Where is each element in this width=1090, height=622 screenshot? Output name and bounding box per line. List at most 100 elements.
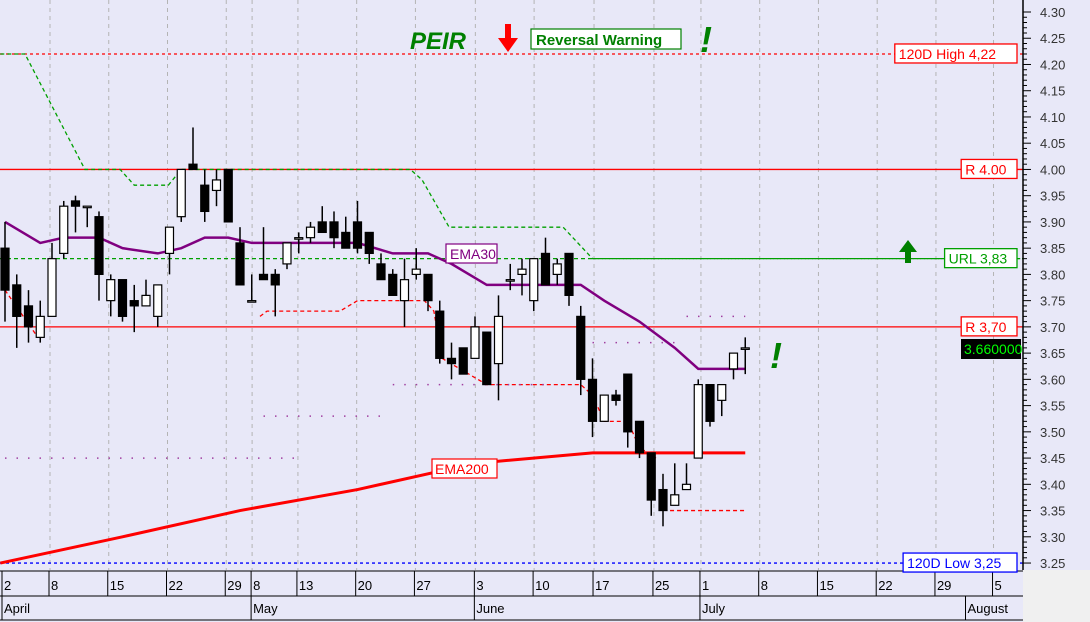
- candle-body-down: [587, 378, 598, 422]
- ema30-label: EMA30: [450, 246, 496, 262]
- candle: [305, 221, 316, 243]
- candle-body-up: [59, 205, 69, 255]
- candle-body-down: [623, 373, 633, 433]
- candle: [482, 331, 492, 386]
- level-label-box: [960, 158, 1018, 180]
- candle: [470, 316, 480, 359]
- candle-body-up: [728, 352, 739, 370]
- candle-body-down: [576, 315, 586, 380]
- candle-body-up: [717, 384, 727, 401]
- candle: [129, 284, 139, 333]
- level-label: 120D High 4,22: [899, 46, 997, 62]
- level-label: R 4.00: [965, 161, 1006, 177]
- candle-body-up: [294, 237, 304, 240]
- price-tick-label: 4.10: [1040, 110, 1065, 125]
- candle-body-up: [599, 394, 609, 422]
- candle-body-down: [270, 273, 280, 286]
- candle-body-down: [258, 273, 269, 281]
- candle-body-down: [423, 273, 433, 302]
- indicator-lines: [0, 53, 1023, 565]
- date-tick-label: 10: [535, 578, 549, 593]
- candle: [200, 169, 210, 222]
- candle: [341, 216, 351, 249]
- candle: [117, 279, 128, 322]
- price-tick-label: 3.55: [1040, 399, 1065, 414]
- candle-body-down: [223, 168, 233, 223]
- candle-body-up: [505, 279, 515, 282]
- candle-body-down: [705, 384, 715, 422]
- candle: [59, 200, 69, 259]
- candle: [47, 242, 57, 317]
- candle-body-up: [106, 279, 116, 302]
- candle: [164, 226, 175, 275]
- candle: [352, 200, 363, 254]
- candle-body-down: [352, 221, 363, 249]
- candle: [82, 205, 92, 228]
- candle-body-down: [388, 273, 398, 296]
- candle-body-down: [435, 310, 445, 359]
- trailing-stop-line: [0, 53, 1021, 260]
- month-tick-label: July: [702, 601, 726, 616]
- candle-body-up: [517, 268, 527, 276]
- candle: [294, 232, 304, 254]
- candle: [317, 206, 327, 234]
- exclamation-icon: !: [770, 335, 782, 376]
- date-tick-label: 15: [819, 578, 833, 593]
- candle: [505, 263, 515, 291]
- candle: [740, 337, 750, 375]
- candle: [106, 274, 116, 317]
- ema30-label-box: [445, 243, 498, 264]
- date-tick-label: 29: [937, 578, 951, 593]
- candle-body-down: [458, 347, 468, 375]
- candle: [141, 279, 151, 307]
- ema200-line: [0, 451, 746, 565]
- level-labels: 120D High 4,22 R 4.00 URL 3,83 R 3,70 120D L…: [894, 43, 1018, 573]
- candle: [517, 258, 527, 296]
- candle: [0, 221, 10, 322]
- candle: [529, 258, 539, 312]
- up-arrow-icon: [899, 240, 917, 263]
- candle: [423, 273, 433, 312]
- ema200-label: EMA200: [435, 461, 489, 477]
- date-tick-label: 20: [358, 578, 372, 593]
- date-tick-label: 22: [169, 578, 183, 593]
- level-label: URL 3,83: [949, 251, 1008, 267]
- candle-body-up: [164, 226, 175, 255]
- candle: [270, 269, 280, 317]
- candle: [611, 389, 621, 406]
- candle-body-up: [35, 315, 45, 338]
- date-tick-label: 8: [253, 578, 260, 593]
- candle: [658, 473, 668, 527]
- candle-body-up: [47, 258, 57, 317]
- level-label: R 3,70: [965, 319, 1006, 335]
- date-tick-label: 8: [51, 578, 58, 593]
- date-tick-label: 2: [4, 578, 11, 593]
- candle: [458, 347, 468, 375]
- ema30-line: [4, 220, 746, 371]
- candle: [435, 300, 445, 364]
- reversal-down-arrow-icon: [498, 24, 518, 52]
- price-tick-label: 4.30: [1040, 5, 1065, 20]
- level-label: 120D Low 3,25: [907, 555, 1001, 571]
- date-tick-label: 8: [761, 578, 768, 593]
- candle: [258, 227, 269, 281]
- candle-body-down: [188, 163, 198, 171]
- price-tick-label: 3.40: [1040, 477, 1065, 492]
- candle: [12, 274, 22, 348]
- candle: [388, 269, 398, 296]
- level-label-box: [894, 43, 1018, 64]
- candles: [0, 127, 750, 527]
- price-tick-label: 3.35: [1040, 504, 1065, 519]
- candle: [211, 169, 222, 207]
- candle-body-down: [129, 300, 139, 307]
- candle-body-up: [176, 168, 186, 218]
- candle-body-up: [282, 242, 292, 265]
- candle-body-down: [235, 242, 245, 286]
- candle: [188, 127, 198, 171]
- candle-body-up: [681, 483, 692, 491]
- candle-body-down: [611, 394, 621, 401]
- price-tick-label: 3.80: [1040, 267, 1065, 282]
- candle-body-down: [12, 284, 22, 317]
